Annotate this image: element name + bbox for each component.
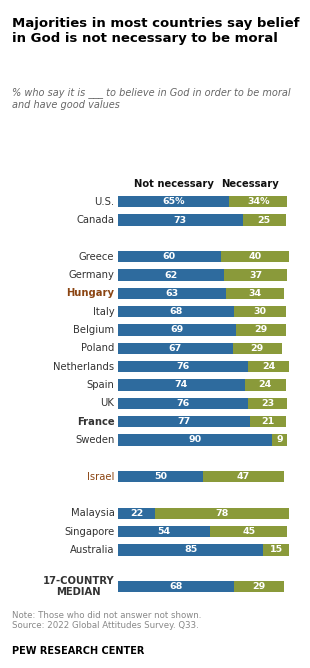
Text: 77: 77 — [177, 417, 190, 426]
Text: UK: UK — [100, 398, 114, 408]
Bar — [118, 288, 226, 299]
Text: Necessary: Necessary — [221, 178, 278, 188]
Bar — [118, 471, 203, 482]
Bar — [234, 581, 284, 593]
Bar — [118, 581, 234, 593]
Bar — [226, 288, 284, 299]
Text: 29: 29 — [254, 325, 268, 335]
Bar — [118, 544, 264, 556]
Text: 40: 40 — [248, 253, 261, 261]
Text: Germany: Germany — [69, 270, 114, 280]
Text: Hungary: Hungary — [66, 289, 114, 299]
Text: 23: 23 — [261, 399, 274, 407]
Text: 73: 73 — [174, 216, 187, 224]
Text: 17-COUNTRY
MEDIAN: 17-COUNTRY MEDIAN — [43, 576, 114, 597]
Text: 60: 60 — [163, 253, 176, 261]
Bar — [118, 324, 236, 335]
Text: Belgium: Belgium — [73, 325, 114, 335]
Bar — [118, 361, 248, 372]
Text: Malaysia: Malaysia — [70, 508, 114, 518]
Text: Netherlands: Netherlands — [53, 361, 114, 371]
Bar — [118, 251, 220, 263]
Text: 9: 9 — [276, 436, 283, 444]
Text: Singapore: Singapore — [64, 526, 114, 536]
Text: 15: 15 — [270, 545, 283, 554]
Text: 85: 85 — [184, 545, 197, 554]
Text: Not necessary: Not necessary — [134, 178, 213, 188]
Bar — [236, 324, 286, 335]
Text: 76: 76 — [176, 399, 189, 407]
Text: 74: 74 — [175, 381, 188, 389]
Text: 34: 34 — [248, 289, 261, 298]
Bar — [234, 306, 286, 317]
Bar — [118, 526, 210, 537]
Text: Greece: Greece — [79, 252, 114, 262]
Text: 78: 78 — [215, 509, 229, 518]
Text: PEW RESEARCH CENTER: PEW RESEARCH CENTER — [12, 646, 145, 656]
Text: Australia: Australia — [70, 545, 114, 555]
Text: 68: 68 — [169, 582, 183, 591]
Bar — [118, 269, 224, 281]
Bar — [272, 434, 287, 446]
Text: 67: 67 — [169, 344, 182, 353]
Bar — [118, 434, 272, 446]
Text: Note: Those who did not answer not shown.: Note: Those who did not answer not shown… — [12, 611, 202, 620]
Text: 90: 90 — [188, 436, 202, 444]
Text: Italy: Italy — [93, 307, 114, 317]
Text: Spain: Spain — [86, 380, 114, 390]
Bar — [118, 196, 229, 207]
Bar — [118, 397, 248, 409]
Bar — [264, 544, 289, 556]
Bar — [118, 416, 250, 428]
Bar — [248, 397, 287, 409]
Bar — [250, 416, 286, 428]
Bar — [229, 196, 287, 207]
Text: Israel: Israel — [87, 472, 114, 482]
Text: U.S.: U.S. — [94, 196, 114, 206]
Bar — [118, 214, 243, 226]
Text: Poland: Poland — [81, 343, 114, 353]
Text: 69: 69 — [170, 325, 184, 335]
Text: 47: 47 — [237, 472, 250, 481]
Text: 30: 30 — [254, 307, 266, 316]
Bar — [224, 269, 287, 281]
Bar — [243, 214, 286, 226]
Text: 29: 29 — [252, 582, 266, 591]
Text: 62: 62 — [164, 271, 178, 279]
Text: 76: 76 — [176, 362, 189, 371]
Text: France: France — [77, 417, 114, 427]
Bar — [156, 508, 289, 519]
Text: 65%: 65% — [162, 197, 185, 206]
Bar — [245, 379, 286, 391]
Text: 45: 45 — [242, 527, 255, 536]
Text: % who say it is ___ to believe in God in order to be moral
and have good values: % who say it is ___ to believe in God in… — [12, 87, 291, 110]
Text: 24: 24 — [259, 381, 272, 389]
Bar — [232, 343, 282, 354]
Text: 63: 63 — [165, 289, 178, 298]
Bar — [248, 361, 289, 372]
Text: Majorities in most countries say belief
in God is not necessary to be moral: Majorities in most countries say belief … — [12, 17, 300, 45]
Text: 50: 50 — [154, 472, 167, 481]
Text: 29: 29 — [251, 344, 264, 353]
Bar — [118, 508, 156, 519]
Text: 21: 21 — [261, 417, 274, 426]
Text: 24: 24 — [262, 362, 275, 371]
Text: 34%: 34% — [247, 197, 269, 206]
Text: Source: 2022 Global Attitudes Survey. Q33.: Source: 2022 Global Attitudes Survey. Q3… — [12, 621, 199, 630]
Bar — [118, 379, 245, 391]
Text: 54: 54 — [157, 527, 170, 536]
Bar — [220, 251, 289, 263]
Text: 68: 68 — [169, 307, 183, 316]
Text: Sweden: Sweden — [75, 435, 114, 445]
Bar — [118, 306, 234, 317]
Text: 22: 22 — [130, 509, 143, 518]
Text: 25: 25 — [258, 216, 271, 224]
Text: Canada: Canada — [76, 215, 114, 225]
Bar — [210, 526, 287, 537]
Bar — [118, 343, 232, 354]
Text: 37: 37 — [249, 271, 262, 279]
Bar — [203, 471, 284, 482]
